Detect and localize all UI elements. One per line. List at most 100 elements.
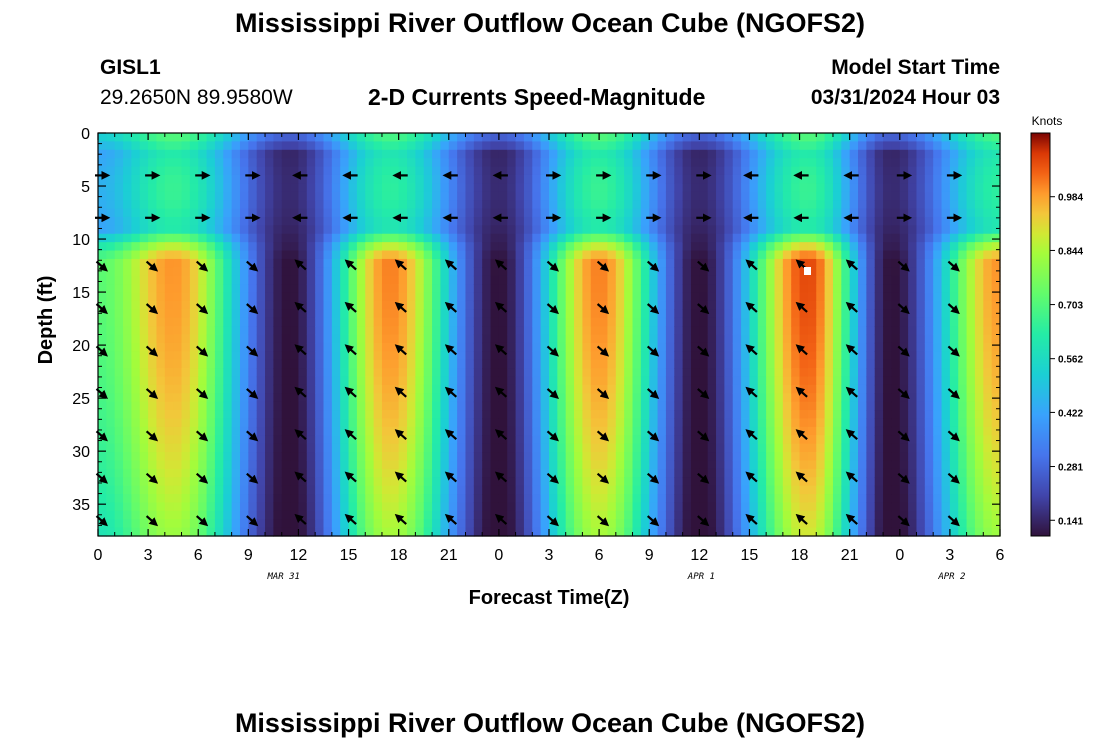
heatmap-cell (164, 527, 174, 537)
heatmap-cell (866, 460, 876, 470)
heatmap-cell (674, 275, 684, 285)
heatmap-cell (557, 519, 567, 529)
heatmap-cell (540, 208, 550, 218)
heatmap-cell (348, 485, 358, 495)
heatmap-cell (858, 494, 867, 504)
heatmap-cell (599, 384, 609, 394)
heatmap-cell (415, 133, 425, 142)
heatmap-cell (665, 452, 675, 462)
heatmap-cell (582, 477, 592, 487)
heatmap-cell (891, 267, 901, 277)
heatmap-cell (674, 183, 684, 193)
heatmap-cell (523, 334, 533, 344)
heatmap-cell (415, 174, 425, 184)
heatmap-cell (381, 174, 391, 184)
heatmap-cell (649, 502, 659, 512)
heatmap-cell (549, 468, 558, 478)
heatmap-cell (532, 477, 542, 487)
heatmap-cell (624, 510, 634, 520)
heatmap-cell (415, 326, 425, 336)
heatmap-cell (732, 300, 742, 310)
heatmap-cell (315, 275, 325, 285)
heatmap-cell (106, 317, 116, 327)
heatmap-cell (665, 527, 675, 537)
heatmap-cell (189, 510, 199, 520)
heatmap-cell (265, 468, 274, 478)
heatmap-cell (507, 242, 517, 252)
heatmap-cell (265, 267, 274, 277)
heatmap-cell (682, 384, 692, 394)
heatmap-cell (515, 133, 525, 142)
heatmap-cell (958, 250, 968, 260)
heatmap-cell (515, 401, 525, 411)
heatmap-cell (256, 174, 266, 184)
heatmap-cell (498, 309, 508, 319)
heatmap-cell (549, 326, 558, 336)
heatmap-cell (640, 267, 650, 277)
heatmap-cell (649, 233, 659, 243)
heatmap-cell (173, 519, 183, 529)
heatmap-cell (331, 275, 341, 285)
heatmap-cell (440, 250, 450, 260)
heatmap-cell (465, 435, 475, 445)
heatmap-cell (924, 477, 934, 487)
heatmap-cell (457, 233, 467, 243)
heatmap-cell (298, 494, 308, 504)
heatmap-cell (523, 351, 533, 361)
heatmap-cell (707, 460, 717, 470)
heatmap-cell (131, 494, 141, 504)
heatmap-cell (858, 527, 867, 537)
heatmap-cell (306, 317, 316, 327)
heatmap-cell (457, 250, 467, 260)
heatmap-cell (139, 200, 149, 210)
heatmap-cell (407, 342, 416, 352)
heatmap-cell (507, 410, 517, 420)
heatmap-cell (549, 410, 558, 420)
heatmap-cell (874, 460, 884, 470)
heatmap-cell (757, 183, 767, 193)
heatmap-cell (949, 191, 959, 201)
heatmap-cell (515, 510, 525, 520)
heatmap-cell (432, 477, 442, 487)
heatmap-cell (214, 208, 224, 218)
heatmap-cell (106, 393, 116, 403)
heatmap-cell (958, 225, 968, 235)
heatmap-cell (340, 233, 350, 243)
heatmap-cell (807, 149, 817, 159)
heatmap-cell (716, 216, 725, 226)
heatmap-cell (273, 149, 283, 159)
heatmap-cell (574, 208, 584, 218)
heatmap-cell (649, 267, 659, 277)
heatmap-cell (365, 158, 375, 168)
heatmap-cell (223, 494, 233, 504)
heatmap-cell (908, 166, 918, 176)
heatmap-cell (624, 334, 634, 344)
heatmap-cell (590, 485, 600, 495)
heatmap-cell (373, 342, 383, 352)
heatmap-cell (465, 191, 475, 201)
heatmap-cell (390, 208, 400, 218)
heatmap-cell (223, 384, 233, 394)
heatmap-cell (582, 342, 592, 352)
heatmap-cell (231, 317, 241, 327)
heatmap-cell (640, 460, 650, 470)
heatmap-cell (891, 141, 901, 151)
heatmap-cell (407, 292, 416, 302)
heatmap-cell (782, 527, 792, 537)
heatmap-cell (649, 149, 659, 159)
heatmap-cell (348, 519, 358, 529)
heatmap-cell (114, 376, 124, 386)
heatmap-cell (448, 317, 458, 327)
heatmap-cell (131, 309, 141, 319)
heatmap-cell (465, 342, 475, 352)
heatmap-cell (440, 267, 450, 277)
heatmap-cell (148, 527, 158, 537)
heatmap-cell (874, 191, 884, 201)
heatmap-cell (540, 258, 550, 268)
heatmap-cell (423, 510, 433, 520)
heatmap-cell (891, 351, 901, 361)
heatmap-cell (599, 485, 609, 495)
heatmap-cell (407, 267, 416, 277)
heatmap-cell (323, 133, 333, 142)
heatmap-cell (699, 326, 709, 336)
